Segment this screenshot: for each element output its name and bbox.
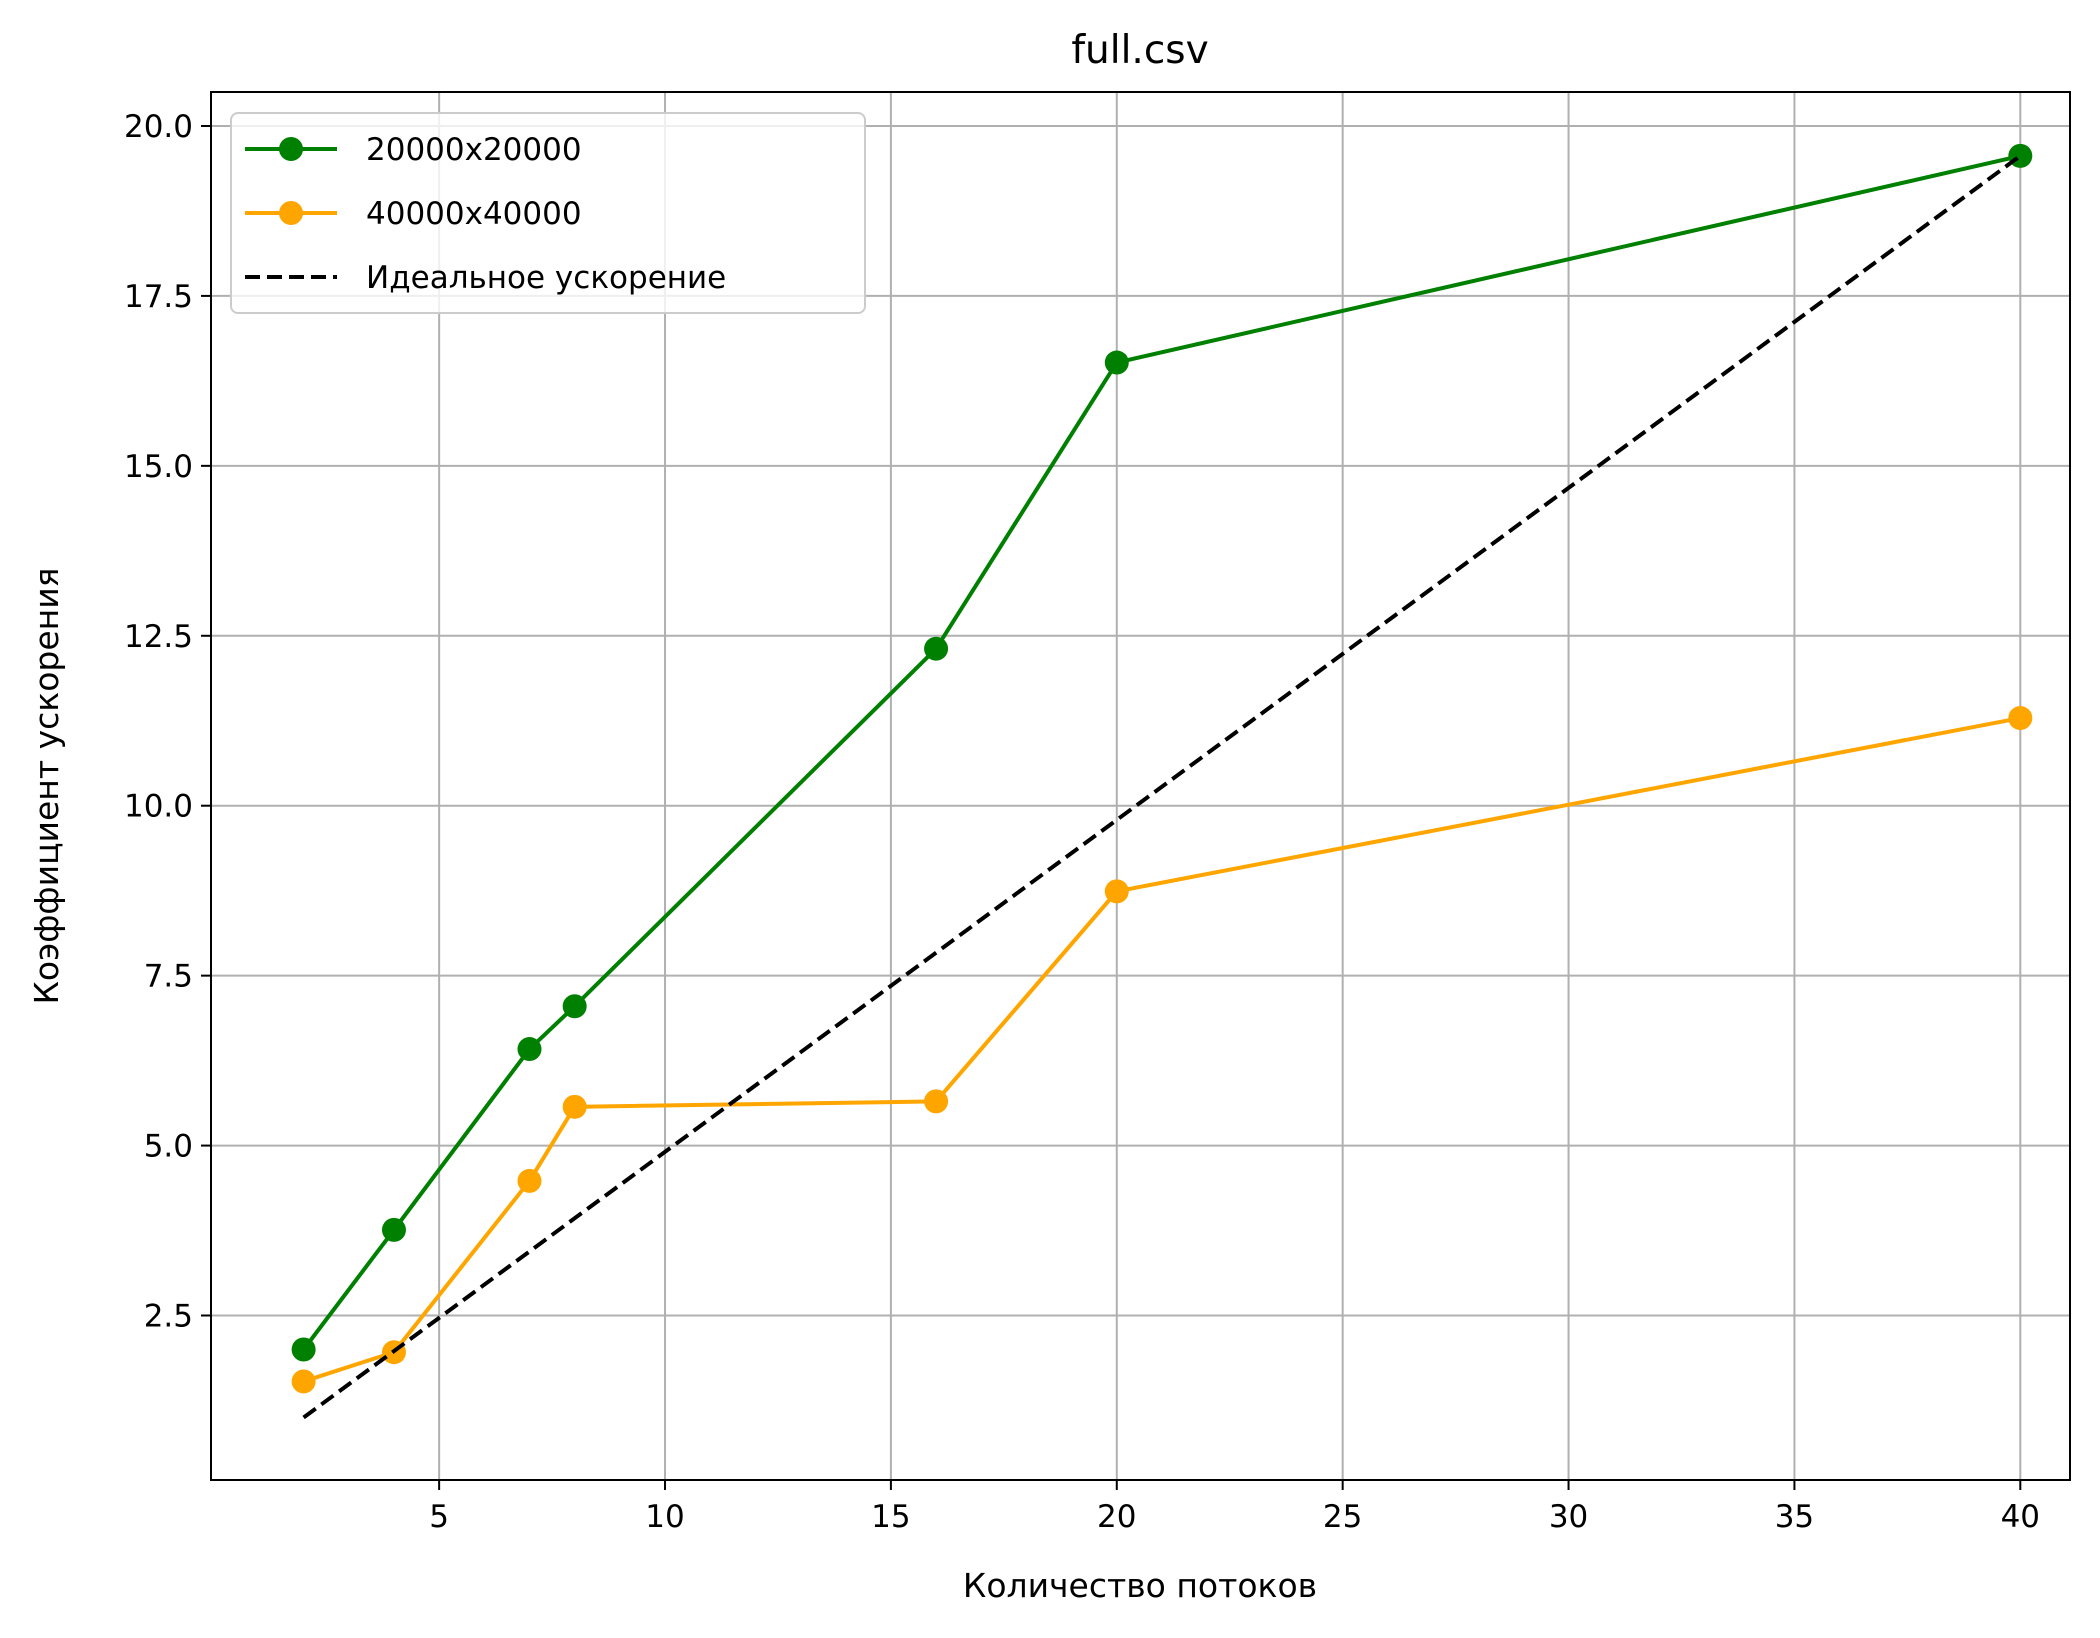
- grid-lines: [211, 92, 2070, 1480]
- data-point: [381, 1217, 406, 1242]
- x-tick-label: 15: [871, 1499, 910, 1535]
- y-axis-label: Коэффициент ускорения: [27, 567, 66, 1004]
- x-tick-label: 25: [1323, 1499, 1362, 1535]
- x-tick-label: 20: [1097, 1499, 1136, 1535]
- data-point: [562, 994, 587, 1019]
- legend-label: 40000x40000: [366, 196, 582, 232]
- legend-label: Идеальное ускорение: [366, 260, 726, 296]
- x-tick-label: 5: [429, 1499, 449, 1535]
- series-line: [302, 154, 2022, 1420]
- x-tick-label: 35: [1775, 1499, 1814, 1535]
- y-tick-label: 12.5: [124, 619, 193, 655]
- data-point: [517, 1037, 542, 1062]
- x-tick-label: 30: [1549, 1499, 1588, 1535]
- y-tick-label: 20.0: [124, 109, 193, 145]
- x-axis-label: Количество потоков: [963, 1566, 1317, 1605]
- x-tick-label: 40: [2001, 1499, 2040, 1535]
- plot-series: [291, 143, 2033, 1420]
- legend: 20000x20000 40000x40000 Идеальное ускорени…: [230, 112, 866, 314]
- data-point: [562, 1094, 587, 1119]
- data-point: [924, 1089, 949, 1114]
- data-point: [924, 636, 949, 661]
- y-tick-label: 7.5: [144, 959, 193, 995]
- legend-marker: [279, 201, 303, 225]
- data-point: [1104, 350, 1129, 375]
- y-tick-label: 10.0: [124, 789, 193, 825]
- data-point: [517, 1168, 542, 1193]
- y-tick-label: 15.0: [124, 449, 193, 485]
- data-point: [291, 1369, 316, 1394]
- axis-ticks: 5 10 15 20 25 30 35 40 2.5 5.0 7.5 10.0 12.5 15.0 17.5…: [124, 109, 2040, 1535]
- axes-frame: [210, 91, 2071, 1481]
- x-tick-label: 10: [645, 1499, 684, 1535]
- y-tick-label: 5.0: [144, 1129, 193, 1165]
- data-point: [2008, 706, 2033, 731]
- legend-box: [230, 112, 866, 314]
- data-point: [1104, 879, 1129, 904]
- legend-label: 20000x20000: [366, 132, 582, 168]
- chart-title: full.csv: [1071, 28, 1208, 73]
- legend-marker: [279, 137, 303, 161]
- y-tick-label: 17.5: [124, 279, 193, 315]
- y-tick-label: 2.5: [144, 1299, 193, 1335]
- data-point: [291, 1337, 316, 1362]
